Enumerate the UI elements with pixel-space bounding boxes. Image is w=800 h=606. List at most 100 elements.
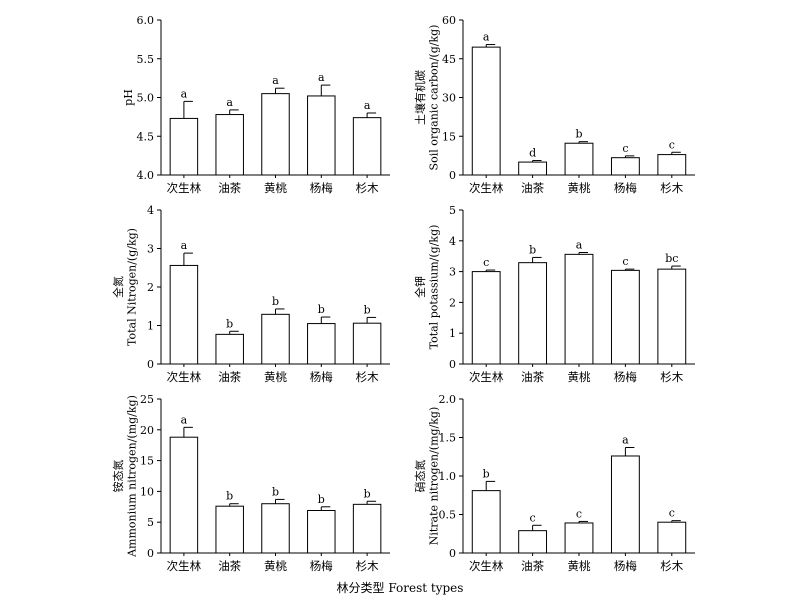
y-axis-label-en: Ammonium nitrogen/(mg/kg) [126,395,139,558]
bar [564,253,594,365]
bar [352,322,382,365]
significance-letter: b [226,317,233,330]
bar [352,117,382,176]
bar [610,157,640,176]
bar [307,323,336,365]
x-tick-label: 杉木 [356,370,379,384]
y-axis-label-cn: 全钾 [413,276,427,298]
bar [518,161,548,176]
significance-letter: c [530,511,536,524]
x-tick-label: 油茶 [521,559,544,573]
y-tick-label: 20 [140,424,154,437]
y-tick-label: 4 [147,204,154,217]
y-tick-label: 3 [449,266,456,279]
significance-letter: a [576,239,583,252]
y-tick-label: 4 [449,235,456,248]
significance-letter: a [226,96,233,109]
y-axis-label-en: Nitrate nitrogen/(mg/kg) [428,407,441,546]
x-tick-label: 杨梅 [310,559,333,573]
x-tick-label: 油茶 [521,370,544,384]
y-tick-label: 60 [442,14,456,27]
y-tick-label: 3 [147,243,154,256]
chart-panel-3: 0 1 2 3 4 全氮Total Nitrogen/(g/kg) a 次生林 b 油茶 b 黄桃 b 杨… [111,204,390,384]
y-axis-label: 硝态氮Nitrate nitrogen/(mg/kg) [413,407,441,546]
significance-letter: a [181,413,188,426]
y-tick-label: 1 [147,320,154,333]
bar [169,117,199,176]
significance-letter: b [575,128,582,141]
significance-letter: b [272,485,279,498]
y-tick-label: 1.0 [439,470,457,483]
x-tick-label: 杉木 [660,181,683,195]
y-axis-label: 全钾Total potassium/(g/kg) [413,225,441,350]
bar [657,268,687,365]
significance-letter: b [318,493,325,506]
y-tick-label: 0.5 [439,509,457,522]
y-tick-label: 1 [449,327,456,340]
x-tick-label: 黄桃 [264,370,287,384]
y-tick-label: 30 [442,92,456,105]
bar [564,522,594,554]
significance-letter: c [622,255,628,268]
x-tick-label: 杨梅 [310,181,333,195]
significance-letter: a [622,434,629,447]
x-tick-label: 次生林 [469,370,504,384]
significance-letter: bc [665,252,678,265]
bar [471,46,501,176]
significance-letter: a [364,99,371,112]
bar [518,262,548,365]
x-tick-label: 油茶 [218,559,241,573]
x-tick-label: 黄桃 [568,181,591,195]
significance-letter: b [226,490,233,503]
bar [307,509,336,554]
significance-letter: a [483,31,490,44]
bar [657,154,687,176]
significance-letter: b [364,303,371,316]
significance-letter: a [181,239,188,252]
significance-letter: c [669,138,675,151]
x-tick-label: 油茶 [218,181,241,195]
bar [215,114,244,176]
y-tick-label: 5.5 [137,53,155,66]
significance-letter: b [272,295,279,308]
y-tick-label: 6.0 [137,14,155,27]
x-tick-label: 油茶 [521,181,544,195]
x-tick-label: 次生林 [167,181,202,195]
bar [657,521,687,554]
bar [215,505,244,554]
bar [215,333,244,365]
chart-panel-1: 4.0 4.5 5.0 5.5 6.0 pH a 次生林 a 油茶 a 黄桃 a 杨梅 a 杉木 [122,14,390,195]
significance-letter: b [529,243,536,256]
y-tick-label: 5.0 [137,92,155,105]
y-axis-label: 全氮Total Nitrogen/(g/kg) [111,228,139,346]
y-axis-label-cn: 硝态氮 [413,460,427,493]
significance-letter: b [483,467,490,480]
x-tick-label: 油茶 [218,370,241,384]
bar [169,436,199,554]
y-tick-label: 0 [147,547,154,560]
y-tick-label: 2.0 [439,393,457,406]
x-tick-label: 次生林 [469,181,504,195]
x-tick-label: 次生林 [469,559,504,573]
x-tick-label: 杨梅 [310,370,333,384]
significance-letter: c [576,507,582,520]
x-tick-label: 杉木 [356,559,379,573]
bar [261,503,290,554]
y-tick-label: 2 [449,296,456,309]
x-tick-label: 次生林 [167,559,202,573]
significance-letter: c [483,256,489,269]
bar [261,313,290,365]
y-tick-label: 10 [140,485,154,498]
y-axis-label: pH [122,89,135,106]
x-axis-title: 林分类型 Forest types [337,581,464,595]
y-tick-label: 5 [147,516,154,529]
bar [261,93,290,176]
y-tick-label: 0 [449,169,456,182]
x-tick-label: 杉木 [660,370,683,384]
significance-letter: c [669,507,675,520]
y-tick-label: 0 [449,547,456,560]
